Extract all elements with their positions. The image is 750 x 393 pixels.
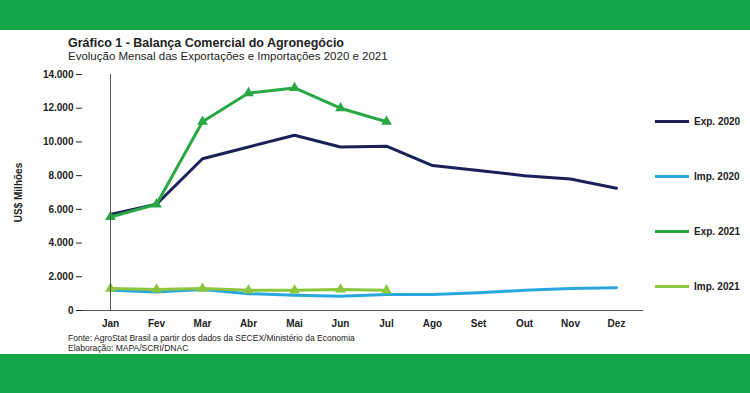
html-text:Imp. 2021: Imp. 2021 <box>694 281 740 292</box>
svg-text:Mai: Mai <box>286 318 303 329</box>
html-text:Exp. 2020: Exp. 2020 <box>694 116 741 127</box>
svg-text:Mar: Mar <box>194 318 212 329</box>
svg-text:Out: Out <box>516 318 534 329</box>
svg-text:Jan: Jan <box>102 318 119 329</box>
svg-text:Abr: Abr <box>240 318 257 329</box>
svg-text:12.000: 12.000 <box>43 102 74 113</box>
svg-text:Jun: Jun <box>332 318 350 329</box>
html-text:Evolução Mensal das Exportaçõe: Evolução Mensal das Exportações e Import… <box>68 50 388 62</box>
svg-text:Jul: Jul <box>379 318 394 329</box>
svg-text:14.000: 14.000 <box>43 69 74 80</box>
svg-text:0: 0 <box>68 305 74 316</box>
html-text:Imp. 2020: Imp. 2020 <box>694 171 740 182</box>
svg-text:US$ Milhões: US$ Milhões <box>13 162 24 222</box>
svg-text:6.000: 6.000 <box>48 204 73 215</box>
svg-text:Nov: Nov <box>561 318 580 329</box>
html-text:Elaboração: MAPA/SCRI/DNAC: Elaboração: MAPA/SCRI/DNAC <box>68 343 189 353</box>
svg-text:10.000: 10.000 <box>43 136 74 147</box>
svg-text:8.000: 8.000 <box>48 170 73 181</box>
svg-text:Ago: Ago <box>423 318 442 329</box>
html-text:Gráfico 1 - Balança Comercial: Gráfico 1 - Balança Comercial do Agroneg… <box>68 36 344 50</box>
svg-text:Set: Set <box>471 318 487 329</box>
svg-text:4.000: 4.000 <box>48 237 73 248</box>
html-text:Exp. 2021: Exp. 2021 <box>694 226 741 237</box>
svg-text:Dez: Dez <box>608 318 626 329</box>
svg-text:2.000: 2.000 <box>48 271 73 282</box>
svg-text:Fev: Fev <box>148 318 166 329</box>
html-text:Fonte: AgroStat Brasil a parti: Fonte: AgroStat Brasil a partir dos dado… <box>68 333 355 343</box>
